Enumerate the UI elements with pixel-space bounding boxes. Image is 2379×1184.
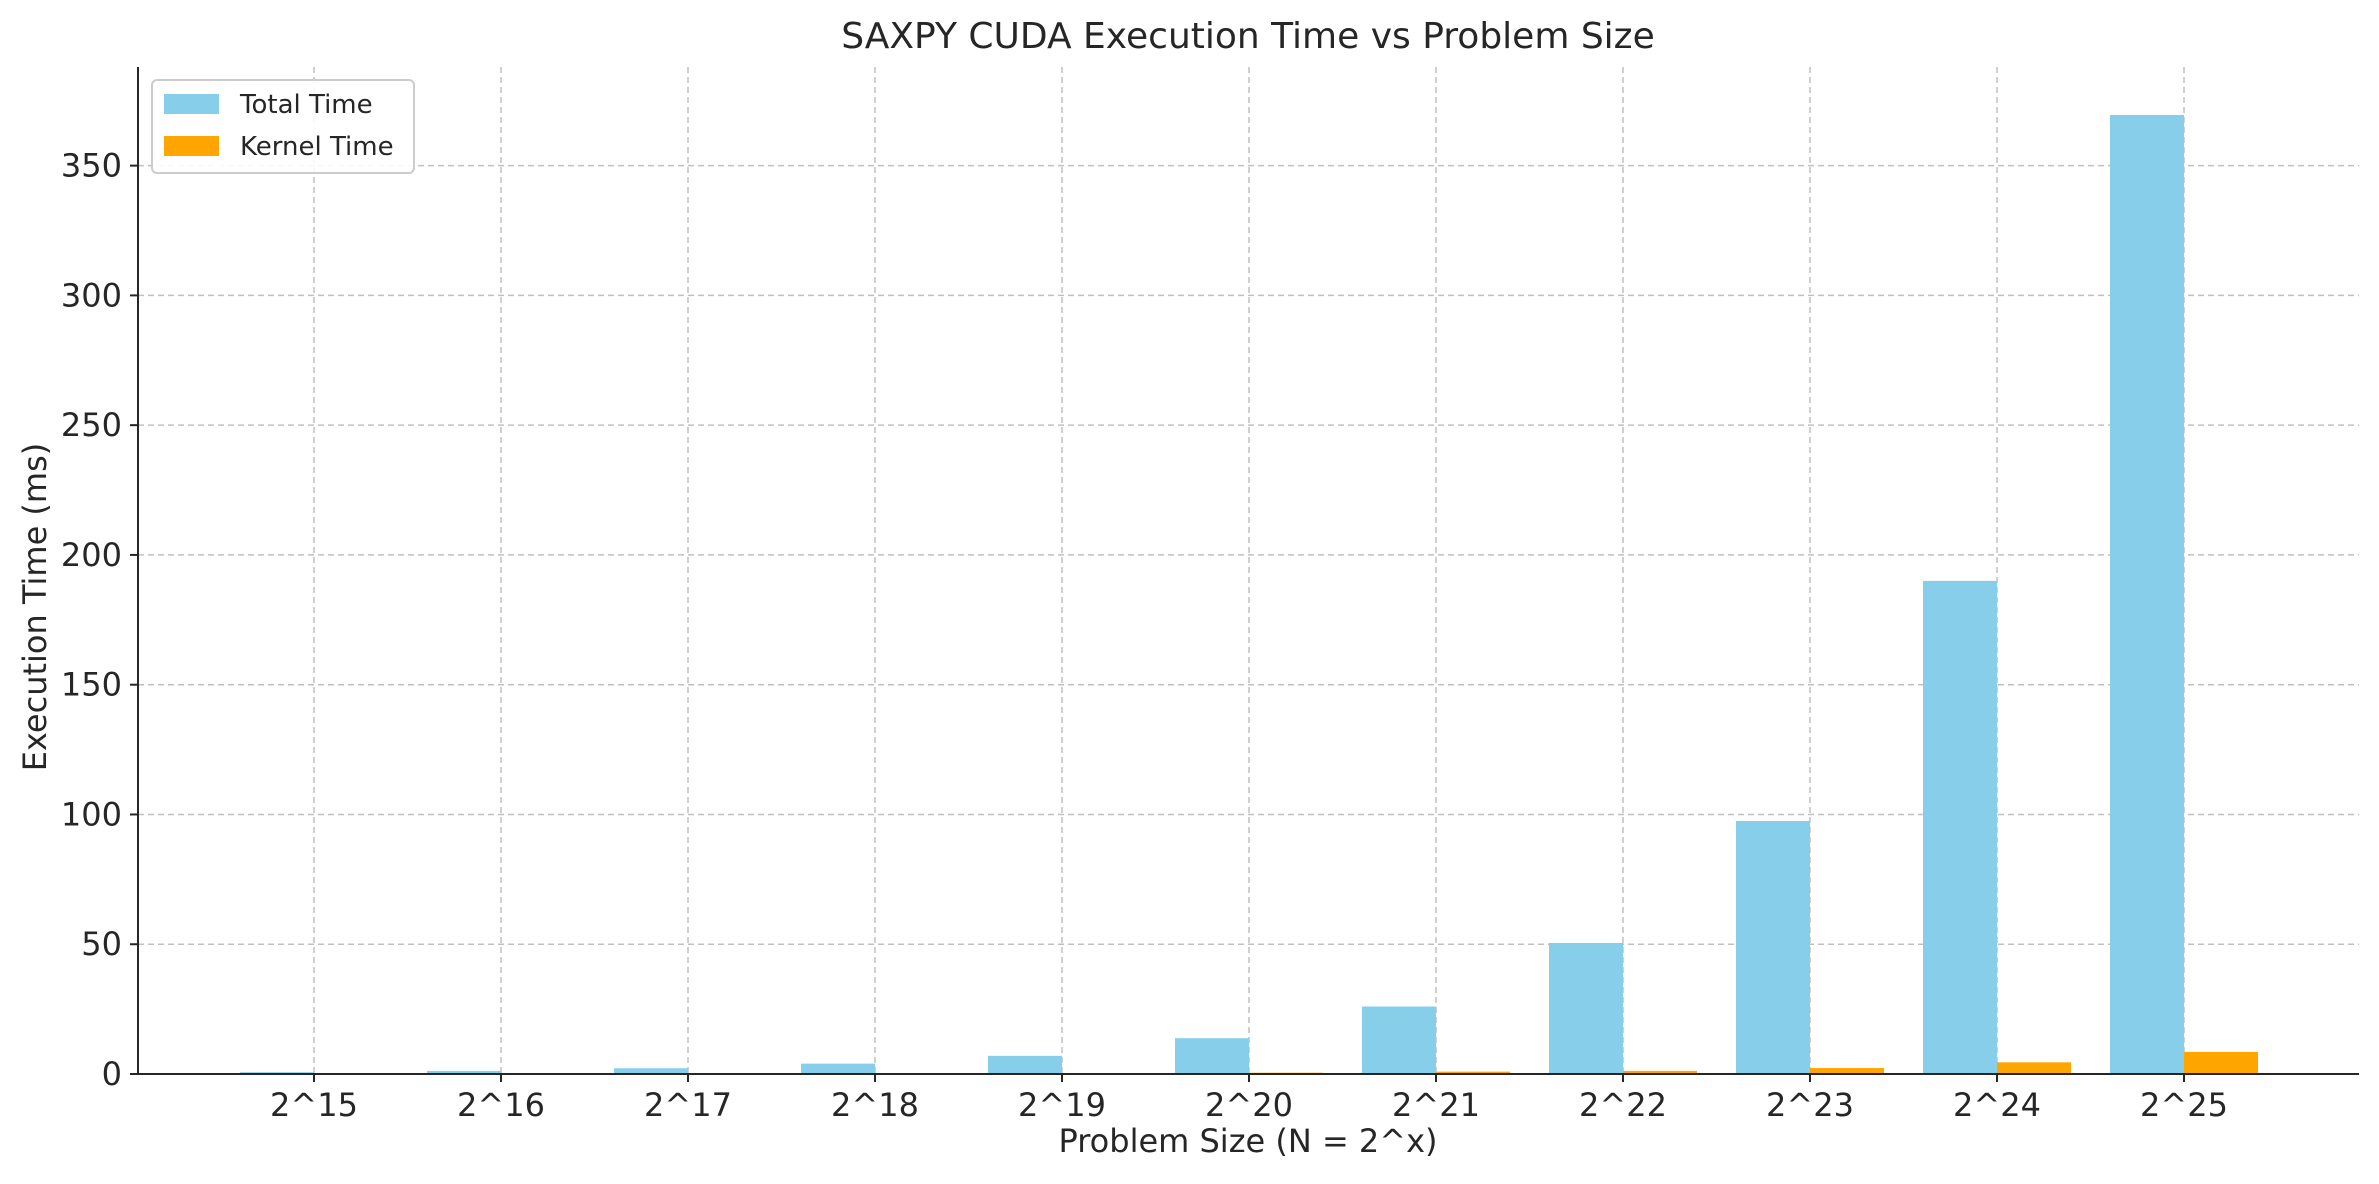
bar-total-time-2-24 — [1923, 581, 1997, 1074]
y-tick-label: 350 — [61, 147, 122, 185]
x-tick-label: 2^23 — [1766, 1086, 1854, 1124]
x-tick-label: 2^24 — [1953, 1086, 2041, 1124]
bar-kernel-time-2-25 — [2184, 1052, 2258, 1074]
y-tick-label: 50 — [81, 925, 122, 963]
x-axis-label: Problem Size (N = 2^x) — [1058, 1122, 1437, 1160]
x-tick-label: 2^25 — [2140, 1086, 2228, 1124]
bar-total-time-2-19 — [988, 1056, 1062, 1074]
bar-kernel-time-2-24 — [1997, 1062, 2071, 1074]
bar-total-time-2-22 — [1549, 943, 1623, 1074]
x-tick-label: 2^16 — [457, 1086, 545, 1124]
x-tick-label: 2^20 — [1205, 1086, 1293, 1124]
legend-swatch-kernel-time — [164, 136, 219, 156]
bar-total-time-2-20 — [1175, 1038, 1249, 1074]
y-tick-label: 250 — [61, 406, 122, 444]
y-tick-label: 0 — [102, 1055, 122, 1093]
legend: Total Time Kernel Time — [152, 80, 414, 173]
legend-label-total-time: Total Time — [239, 90, 373, 120]
y-tick-label: 200 — [61, 536, 122, 574]
legend-swatch-total-time — [164, 94, 219, 114]
chart-title: SAXPY CUDA Execution Time vs Problem Siz… — [841, 16, 1654, 57]
x-tick-label: 2^21 — [1392, 1086, 1480, 1124]
x-tick-label: 2^15 — [270, 1086, 358, 1124]
y-tick-label: 150 — [61, 666, 122, 704]
bar-total-time-2-23 — [1736, 821, 1810, 1074]
bar-total-time-2-18 — [801, 1064, 875, 1074]
grid-lines — [138, 67, 2359, 1074]
x-tick-label: 2^22 — [1579, 1086, 1667, 1124]
legend-label-kernel-time: Kernel Time — [240, 132, 394, 162]
tick-labels: 0 50 100 150 200 250 300 350 2^15 2^16 2^17 2^18 2^1… — [61, 147, 2228, 1124]
bar-total-time-2-25 — [2110, 115, 2184, 1074]
y-tick-label: 300 — [61, 276, 122, 314]
bar-total-time-2-21 — [1362, 1007, 1436, 1074]
x-tick-label: 2^17 — [644, 1086, 732, 1124]
x-tick-label: 2^19 — [1018, 1086, 1106, 1124]
axes — [130, 67, 2359, 1082]
x-tick-label: 2^18 — [831, 1086, 919, 1124]
y-axis-label: Execution Time (ms) — [16, 443, 54, 772]
y-tick-label: 100 — [61, 795, 122, 833]
